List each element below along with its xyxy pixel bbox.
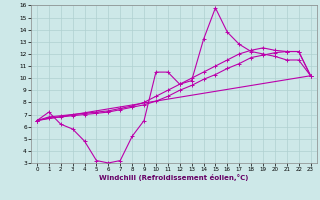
X-axis label: Windchill (Refroidissement éolien,°C): Windchill (Refroidissement éolien,°C) bbox=[99, 174, 248, 181]
